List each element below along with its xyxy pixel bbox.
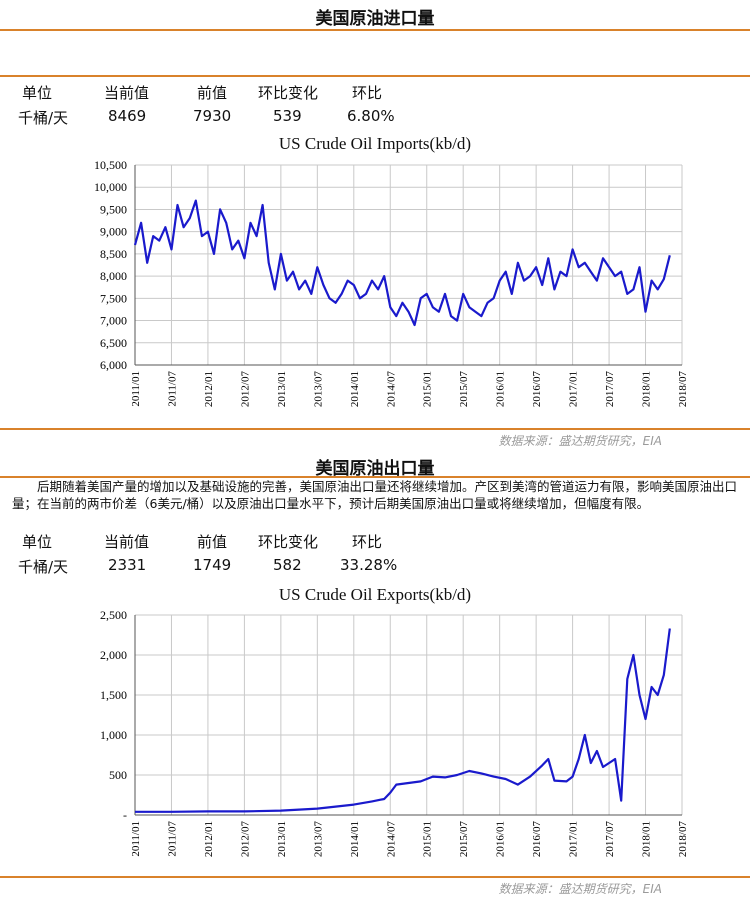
imports-x-tick-label: 2011/01 [130, 371, 142, 407]
exports-x-tick-label: 2016/01 [495, 821, 507, 857]
imports-bottom-rule [0, 428, 750, 430]
metric-header-pct: 环比 [352, 533, 383, 551]
imports-x-tick-label: 2017/07 [604, 371, 616, 408]
exports-y-tick-label: 2,500 [100, 608, 127, 622]
imports-x-tick-label: 2017/01 [568, 371, 580, 407]
imports-metrics-rule [0, 75, 750, 77]
imports-source-note: 数据来源：盛达期货研究，EIA [498, 434, 662, 448]
exports-x-tick-label: 2018/07 [677, 821, 689, 858]
exports-y-tick-label: 1,500 [100, 688, 127, 702]
imports-x-tick-label: 2014/01 [349, 371, 361, 407]
imports-x-tick-label: 2015/07 [458, 371, 470, 408]
imports-y-tick-label: 7,000 [100, 314, 127, 328]
imports-x-tick-label: 2013/07 [312, 371, 324, 408]
metric-header-change: 环比变化 [258, 533, 319, 551]
metric-header-unit: 单位 [22, 84, 53, 102]
exports-x-tick-label: 2016/07 [531, 821, 543, 858]
metric-value-previous: 7930 [193, 107, 232, 125]
imports-y-tick-label: 6,000 [100, 358, 127, 372]
exports-y-tick-label: 500 [109, 768, 127, 782]
exports-x-tick-label: 2012/07 [239, 821, 251, 858]
exports-chart-title: US Crude Oil Exports(kb/d) [278, 585, 472, 604]
exports-line-chart: 2011/01 2011/07 2012/01 2012/07 2013/01 2013/… [100, 608, 689, 858]
exports-y-tick-label: 1,000 [100, 728, 127, 742]
metric-header-unit: 单位 [22, 533, 53, 551]
imports-y-tick-label: 8,500 [100, 247, 127, 261]
metric-value-pct: 33.28% [340, 556, 398, 574]
exports-title-rule [0, 476, 750, 478]
metric-value-current: 8469 [108, 107, 147, 125]
imports-x-tick-label: 2014/07 [385, 371, 397, 408]
metric-value-current: 2331 [108, 556, 147, 574]
imports-section-title: 美国原油进口量 [315, 9, 435, 29]
imports-x-tick-label: 2012/07 [239, 371, 251, 408]
exports-x-tick-label: 2013/07 [312, 821, 324, 858]
exports-source-note: 数据来源：盛达期货研究，EIA [498, 882, 662, 896]
exports-x-tick-label: 2017/07 [604, 821, 616, 858]
imports-line-chart: 2011/01 2011/07 2012/01 2012/07 2013/01 2013/… [94, 158, 689, 408]
exports-x-tick-label: 2012/01 [203, 821, 215, 857]
imports-y-tick-label: 10,500 [94, 158, 127, 172]
imports-y-tick-label: 6,500 [100, 336, 127, 350]
imports-y-tick-label: 8,000 [100, 269, 127, 283]
metric-value-unit: 千桶/天 [18, 109, 69, 127]
metric-value-change: 582 [273, 556, 302, 574]
exports-x-tick-label: 2011/07 [166, 821, 178, 857]
exports-y-tick-label: 2,000 [100, 648, 127, 662]
metric-header-pct: 环比 [352, 84, 383, 102]
imports-x-tick-label: 2011/07 [166, 371, 178, 407]
exports-x-tick-label: 2014/07 [385, 821, 397, 858]
metric-header-current: 当前值 [104, 84, 150, 102]
imports-y-tick-label: 10,000 [94, 180, 127, 194]
exports-x-tick-label: 2017/01 [568, 821, 580, 857]
metric-header-change: 环比变化 [258, 84, 319, 102]
exports-bottom-rule [0, 876, 750, 878]
imports-x-tick-label: 2015/01 [422, 371, 434, 407]
imports-x-tick-label: 2016/01 [495, 371, 507, 407]
exports-x-tick-label: 2013/01 [276, 821, 288, 857]
imports-series-line [133, 199, 671, 327]
imports-x-tick-label: 2016/07 [531, 371, 543, 408]
metric-value-unit: 千桶/天 [18, 558, 69, 576]
exports-x-tick-label: 2011/01 [130, 821, 142, 857]
imports-title-rule [0, 29, 750, 31]
exports-x-tick-label: 2014/01 [349, 821, 361, 857]
imports-chart-title: US Crude Oil Imports(kb/d) [278, 134, 472, 153]
metric-header-current: 当前值 [104, 533, 150, 551]
metric-value-pct: 6.80% [347, 107, 395, 125]
imports-y-tick-label: 9,000 [100, 225, 127, 239]
imports-x-tick-label: 2018/01 [641, 371, 653, 407]
exports-x-tick-label: 2018/01 [641, 821, 653, 857]
metric-value-change: 539 [273, 107, 302, 125]
exports-y-tick-label: - [123, 808, 127, 822]
imports-x-tick-label: 2013/01 [276, 371, 288, 407]
imports-y-tick-label: 7,500 [100, 291, 127, 305]
exports-series-line [135, 628, 671, 813]
exports-commentary: 后期随着美国产量的增加以及基础设施的完善，美国原油出口量还将继续增加。产区到美湾… [12, 479, 738, 511]
imports-x-tick-label: 2018/07 [677, 371, 689, 408]
exports-section-title: 美国原油出口量 [315, 459, 435, 479]
exports-x-tick-label: 2015/07 [458, 821, 470, 858]
imports-y-tick-label: 9,500 [100, 202, 127, 216]
metric-header-previous: 前值 [197, 533, 228, 551]
imports-x-tick-label: 2012/01 [203, 371, 215, 407]
exports-x-tick-label: 2015/01 [422, 821, 434, 857]
metric-value-previous: 1749 [193, 556, 232, 574]
metric-header-previous: 前值 [197, 84, 228, 102]
